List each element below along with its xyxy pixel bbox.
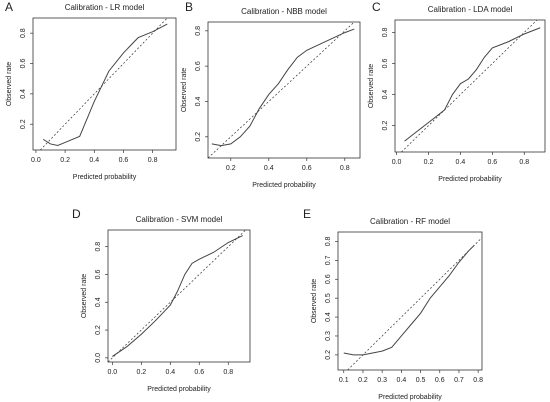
panel-label: A [5, 0, 13, 14]
plot-frame [337, 231, 483, 371]
x-tick-label: 0.8 [223, 369, 233, 376]
y-tick-label: 0.4 [382, 90, 389, 100]
x-tick-label: 0.0 [107, 369, 117, 376]
x-tick-label: 0.2 [358, 377, 368, 384]
y-tick-label: 0.4 [95, 297, 102, 307]
y-tick-label: 0.4 [195, 97, 202, 107]
y-tick-label: 0.7 [325, 255, 332, 265]
y-tick-label: 0.8 [382, 27, 389, 37]
x-axis-label: Predicted probability [73, 174, 137, 181]
y-tick-label: 0.4 [325, 312, 332, 322]
y-tick-label: 0.6 [325, 274, 332, 284]
x-axis-label: Predicted probability [378, 394, 442, 401]
x-tick-label: 0.4 [89, 157, 99, 164]
calibration-curve [211, 28, 355, 147]
chart-title: Calibration - SVM model [136, 215, 223, 224]
y-tick-label: 0.4 [20, 89, 27, 99]
plot-frame [107, 229, 251, 363]
y-tick-label: 0.2 [95, 325, 102, 335]
x-tick-label: 0.2 [226, 165, 236, 172]
x-tick-label: 0.6 [302, 165, 312, 172]
panel-label: E [303, 207, 311, 221]
x-tick-label: 0.2 [424, 159, 434, 166]
x-axis-label: Predicted probability [147, 386, 211, 393]
x-tick-label: 0.7 [454, 377, 464, 384]
x-tick-label: 0.4 [165, 369, 175, 376]
plot-frame [32, 17, 177, 151]
x-tick-label: 0.5 [416, 377, 426, 384]
x-tick-label: 0.4 [456, 159, 466, 166]
chart-title: Calibration - RF model [370, 217, 450, 226]
calibration-curve [404, 27, 541, 142]
y-tick-label: 0.6 [195, 61, 202, 71]
chart-title: Calibration - LDA model [428, 5, 513, 14]
y-tick-label: 0.6 [382, 59, 389, 69]
chart-title: Calibration - NBB model [241, 7, 327, 16]
x-tick-label: 0.6 [487, 159, 497, 166]
x-tick-label: 0.8 [340, 165, 350, 172]
y-tick-label: 0.6 [20, 59, 27, 69]
y-axis-label: Observed rate [311, 279, 318, 323]
x-axis-label: Predicted probability [438, 176, 502, 183]
x-tick-label: 0.6 [194, 369, 204, 376]
reference-diagonal [40, 18, 168, 150]
panel-label: D [72, 207, 81, 221]
y-axis-label: Observed rate [6, 62, 13, 106]
plot-frame [394, 19, 546, 153]
y-tick-label: 0.2 [325, 350, 332, 360]
y-tick-label: 0.0 [95, 353, 102, 363]
y-tick-label: 0.8 [195, 26, 202, 36]
y-tick-label: 0.8 [95, 242, 102, 252]
y-tick-label: 0.6 [95, 269, 102, 279]
x-tick-label: 0.4 [396, 377, 406, 384]
x-tick-label: 0.0 [392, 159, 402, 166]
calibration-curve [112, 235, 243, 357]
x-tick-label: 0.3 [377, 377, 387, 384]
y-axis-label: Observed rate [181, 68, 188, 112]
x-tick-label: 0.8 [148, 157, 158, 164]
x-tick-label: 0.8 [519, 159, 529, 166]
x-tick-label: 0.4 [264, 165, 274, 172]
y-tick-label: 0.3 [325, 331, 332, 341]
reference-diagonal [347, 237, 482, 370]
reference-diagonal [108, 230, 246, 362]
y-tick-label: 0.8 [20, 28, 27, 38]
x-tick-label: 0.8 [473, 377, 483, 384]
plot-frame [207, 21, 361, 159]
x-tick-label: 0.0 [31, 157, 41, 164]
calibration-curve [343, 244, 475, 356]
panel-label: C [372, 0, 381, 14]
x-tick-label: 0.2 [136, 369, 146, 376]
x-tick-label: 0.6 [119, 157, 129, 164]
x-tick-label: 0.1 [339, 377, 349, 384]
panel-label: B [185, 0, 193, 14]
y-tick-label: 0.5 [325, 293, 332, 303]
x-tick-label: 0.6 [435, 377, 445, 384]
y-tick-label: 0.2 [195, 132, 202, 142]
x-axis-label: Predicted probability [252, 182, 316, 189]
y-axis-label: Observed rate [368, 64, 375, 108]
y-tick-label: 0.2 [382, 121, 389, 131]
reference-diagonal [401, 20, 538, 152]
calibration-curve [42, 23, 168, 146]
chart-title: Calibration - LR model [65, 3, 145, 12]
y-axis-label: Observed rate [81, 274, 88, 318]
x-tick-label: 0.2 [60, 157, 70, 164]
y-tick-label: 0.8 [325, 236, 332, 246]
reference-diagonal [208, 22, 355, 158]
y-tick-label: 0.2 [20, 119, 27, 129]
